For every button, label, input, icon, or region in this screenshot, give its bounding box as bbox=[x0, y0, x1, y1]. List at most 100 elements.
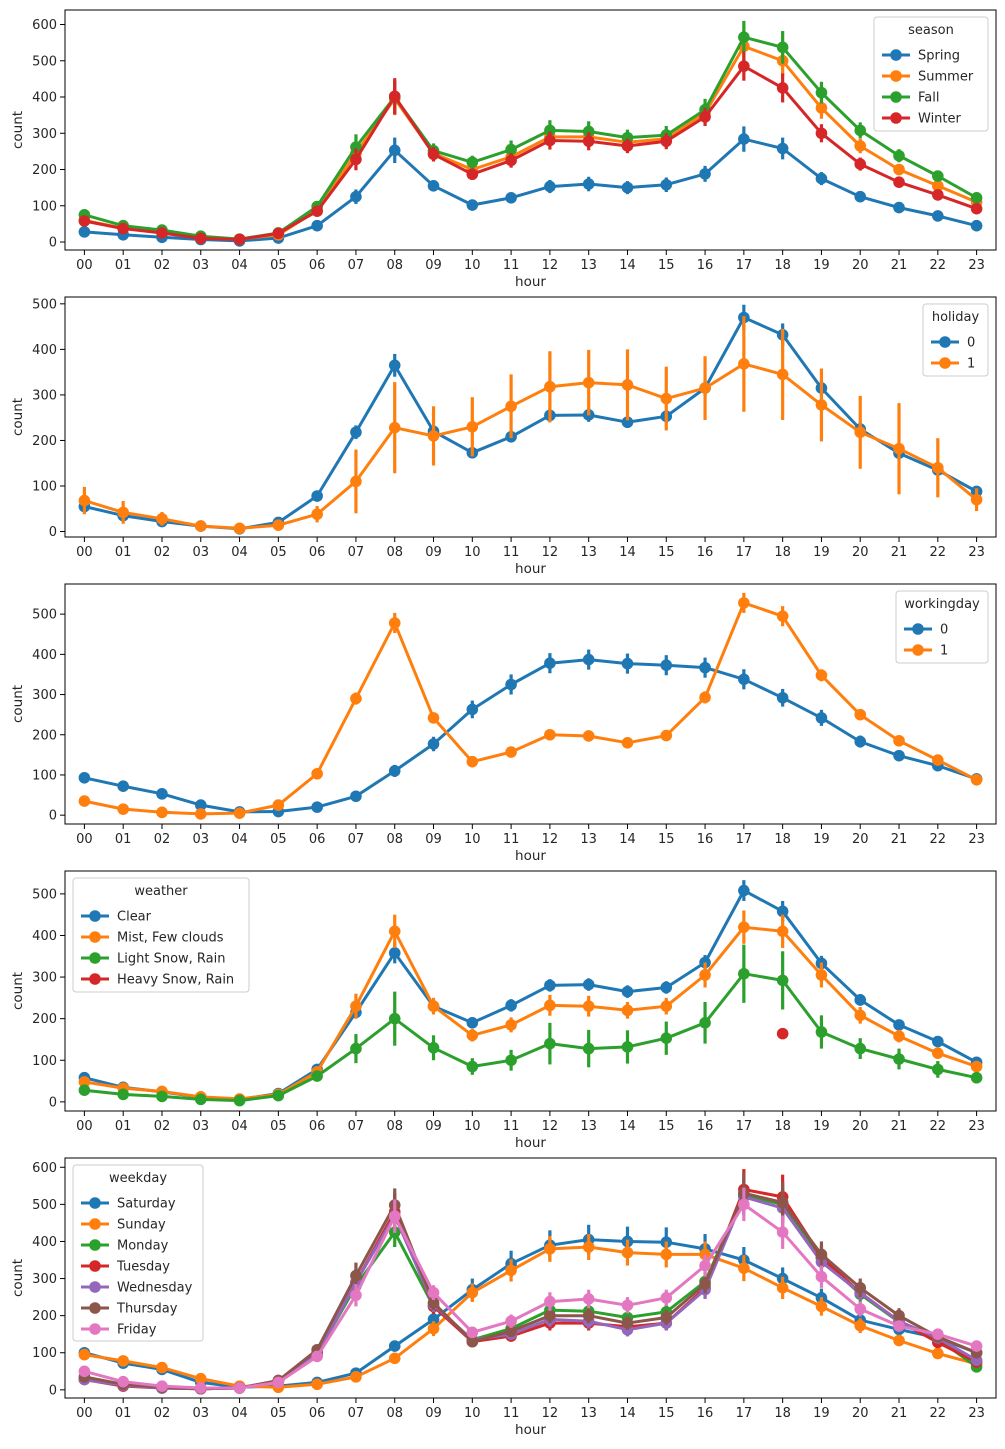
data-point bbox=[854, 158, 867, 170]
data-point bbox=[621, 1041, 634, 1053]
data-point bbox=[194, 799, 207, 811]
data-point bbox=[854, 735, 867, 748]
data-point bbox=[815, 172, 828, 185]
data-point bbox=[388, 1340, 401, 1352]
data-point bbox=[893, 749, 905, 762]
x-tick-label: 19 bbox=[813, 1406, 830, 1421]
x-tick-label: 00 bbox=[76, 1119, 93, 1134]
data-point bbox=[970, 219, 983, 232]
x-tick-label: 12 bbox=[542, 1119, 559, 1134]
data-point bbox=[544, 1309, 556, 1322]
data-point bbox=[117, 803, 129, 815]
series-line bbox=[84, 1193, 978, 1391]
data-point bbox=[582, 1309, 595, 1322]
x-tick-label: 12 bbox=[542, 258, 559, 273]
data-point bbox=[621, 416, 634, 429]
y-tick-label: 200 bbox=[32, 1012, 57, 1027]
data-point bbox=[350, 790, 362, 803]
data-point bbox=[582, 1293, 595, 1305]
x-tick-label: 17 bbox=[736, 832, 753, 847]
data-point bbox=[776, 905, 789, 918]
data-point bbox=[660, 1000, 673, 1012]
x-tick-label: 05 bbox=[270, 545, 287, 560]
data-point bbox=[893, 149, 905, 162]
data-point bbox=[427, 1296, 440, 1309]
series-line bbox=[84, 925, 978, 1101]
y-axis-label: count bbox=[10, 1259, 26, 1297]
data-point bbox=[466, 1017, 479, 1029]
data-point bbox=[970, 493, 983, 506]
legend-swatch-marker bbox=[89, 931, 101, 943]
data-point bbox=[544, 124, 556, 137]
data-point bbox=[427, 1000, 440, 1012]
legend-entry: Monday bbox=[117, 1239, 169, 1254]
data-point bbox=[427, 1041, 440, 1054]
x-tick-label: 23 bbox=[968, 545, 985, 560]
x-tick-label: 02 bbox=[154, 1119, 171, 1134]
data-point bbox=[815, 127, 828, 140]
x-tick-label: 12 bbox=[542, 832, 559, 847]
series-1 bbox=[78, 592, 983, 820]
data-point bbox=[932, 754, 944, 766]
data-point bbox=[388, 144, 401, 157]
data-point bbox=[660, 1292, 673, 1304]
series-0 bbox=[78, 304, 983, 535]
data-point bbox=[854, 1319, 867, 1332]
y-tick-label: 200 bbox=[32, 163, 57, 178]
data-point bbox=[311, 767, 323, 780]
data-point bbox=[621, 1299, 634, 1312]
data-point bbox=[932, 1047, 944, 1059]
data-point bbox=[117, 1375, 129, 1388]
data-point bbox=[893, 1309, 905, 1322]
data-point bbox=[466, 755, 479, 768]
data-point bbox=[350, 1000, 362, 1012]
data-point bbox=[544, 728, 556, 741]
data-point bbox=[233, 522, 246, 535]
x-tick-label: 10 bbox=[464, 545, 481, 560]
series-Sunday bbox=[78, 1234, 983, 1394]
x-tick-label: 03 bbox=[192, 832, 209, 847]
data-point bbox=[388, 925, 401, 938]
y-tick-label: 600 bbox=[32, 1161, 57, 1176]
x-tick-label: 22 bbox=[930, 1406, 947, 1421]
legend-swatch-marker bbox=[89, 1239, 101, 1251]
axes-frame bbox=[64, 583, 997, 825]
data-point bbox=[699, 111, 711, 123]
data-point bbox=[854, 1009, 867, 1022]
data-point bbox=[854, 124, 867, 137]
data-point bbox=[660, 729, 673, 742]
x-tick-label: 14 bbox=[619, 258, 636, 273]
legend-swatch-marker bbox=[89, 952, 101, 964]
legend-entry: 0 bbox=[967, 336, 975, 351]
legend-swatch-marker bbox=[912, 623, 924, 635]
data-point bbox=[78, 1348, 91, 1361]
series-Summer bbox=[78, 29, 983, 245]
x-tick-label: 08 bbox=[386, 545, 403, 560]
legend-swatch-marker bbox=[912, 644, 924, 656]
data-point bbox=[311, 1350, 323, 1363]
data-point bbox=[544, 134, 556, 147]
data-point bbox=[233, 1382, 246, 1394]
data-point bbox=[350, 1371, 362, 1383]
x-tick-label: 09 bbox=[425, 545, 442, 560]
x-tick-label: 07 bbox=[348, 832, 365, 847]
data-point bbox=[194, 232, 207, 245]
x-tick-label: 12 bbox=[542, 1406, 559, 1421]
y-tick-label: 100 bbox=[32, 1346, 57, 1361]
data-point bbox=[660, 1311, 673, 1324]
legend-title: workingday bbox=[904, 597, 980, 612]
data-point bbox=[970, 191, 983, 204]
data-point bbox=[78, 795, 91, 807]
y-tick-label: 300 bbox=[32, 388, 57, 403]
x-tick-label: 17 bbox=[736, 1406, 753, 1421]
data-point bbox=[854, 1303, 867, 1315]
series-line bbox=[84, 1245, 977, 1389]
data-point bbox=[505, 1325, 517, 1338]
data-point bbox=[350, 190, 362, 203]
y-tick-label: 500 bbox=[32, 54, 57, 69]
legend: weekday Saturday Sunday Monday Tuesday Wednes… bbox=[72, 1164, 204, 1342]
data-point bbox=[738, 60, 750, 72]
x-tick-label: 23 bbox=[968, 258, 985, 273]
x-tick-label: 22 bbox=[930, 258, 947, 273]
legend-swatch-marker bbox=[89, 910, 101, 922]
